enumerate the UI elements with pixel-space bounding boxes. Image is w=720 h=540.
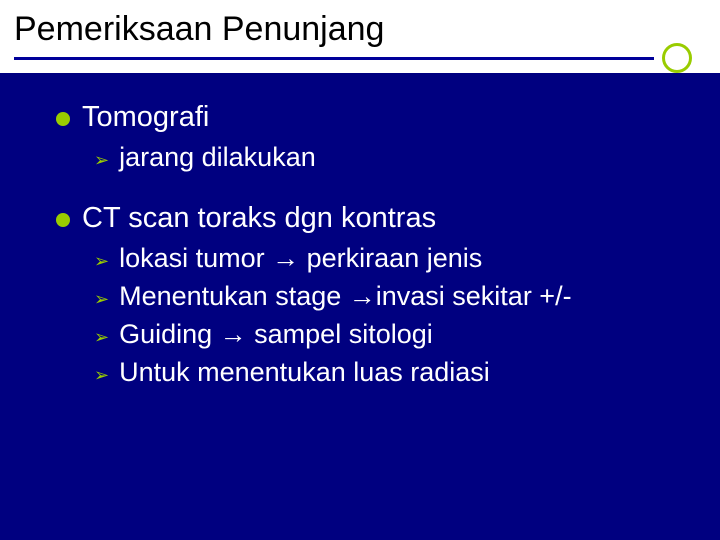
list-item: Tomografi [56,101,680,134]
chevron-icon: ➢ [94,321,109,353]
list-item: ➢ Menentukan stage →invasi sekitar +/- [94,279,680,315]
lvl2-label: Menentukan stage →invasi sekitar +/- [119,279,571,313]
title-underline [14,57,654,60]
title-area: Pemeriksaan Penunjang [0,0,720,73]
list-item: ➢ Untuk menentukan luas radiasi [94,355,680,391]
chevron-icon: ➢ [94,359,109,391]
accent-circle-icon [662,43,692,73]
lvl2-label: Guiding → sampel sitologi [119,317,433,351]
lvl1-label: Tomografi [82,101,209,134]
title-underline-wrap [14,51,720,65]
lvl2-label: jarang dilakukan [119,140,316,174]
bullet-icon [56,213,70,227]
list-item: ➢ Guiding → sampel sitologi [94,317,680,353]
bullet-icon [56,112,70,126]
list-item: ➢ lokasi tumor → perkiraan jenis [94,241,680,277]
chevron-icon: ➢ [94,283,109,315]
list-item: ➢ jarang dilakukan [94,140,680,176]
slide-title: Pemeriksaan Penunjang [14,10,720,49]
lvl1-label: CT scan toraks dgn kontras [82,202,436,235]
chevron-icon: ➢ [94,245,109,277]
list-item: CT scan toraks dgn kontras [56,202,680,235]
sublist: ➢ jarang dilakukan [94,140,680,176]
sublist: ➢ lokasi tumor → perkiraan jenis ➢ Menen… [94,241,680,391]
chevron-icon: ➢ [94,144,109,176]
slide-content: Tomografi ➢ jarang dilakukan CT scan tor… [0,73,720,391]
lvl2-label: lokasi tumor → perkiraan jenis [119,241,482,275]
lvl2-label: Untuk menentukan luas radiasi [119,355,490,389]
